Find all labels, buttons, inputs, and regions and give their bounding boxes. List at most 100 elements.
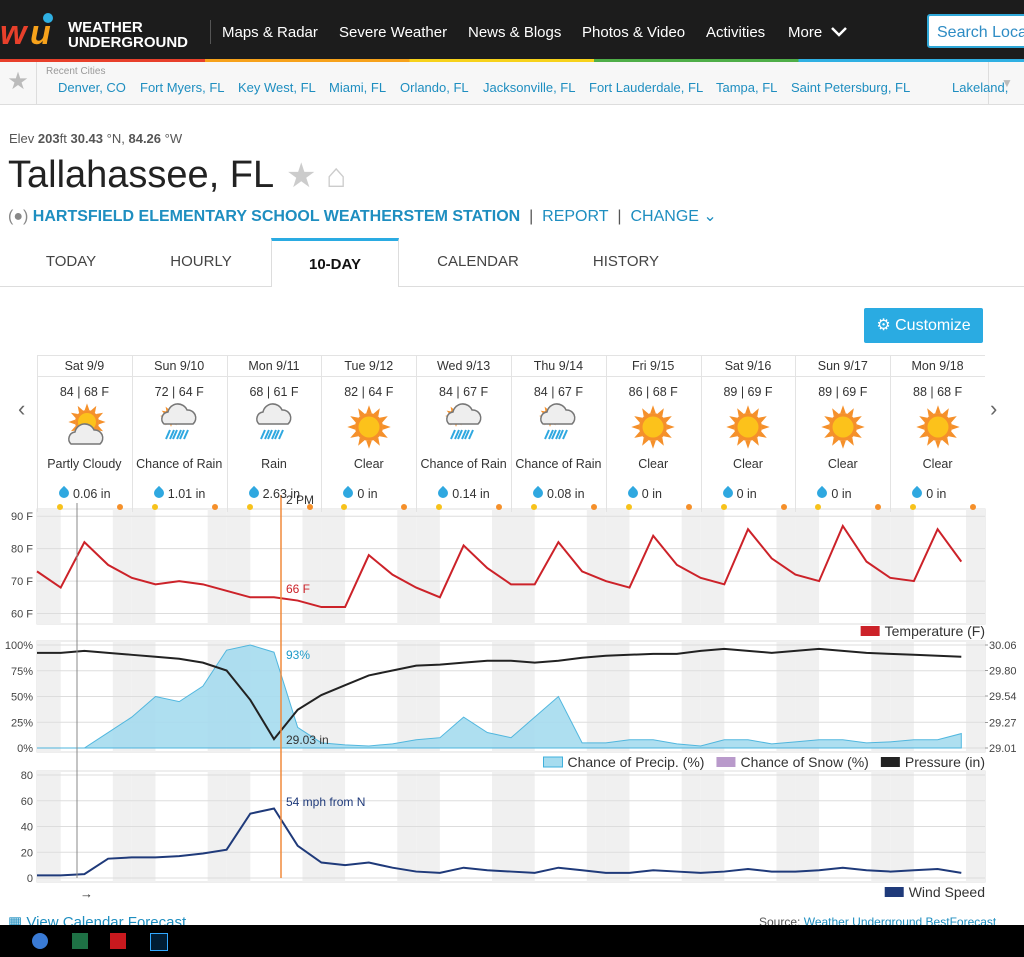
day-precip: 1.01 in <box>167 487 206 501</box>
recent-city[interactable]: Jacksonville, FL <box>483 80 576 95</box>
next-arrow[interactable]: › <box>990 396 998 421</box>
day-precip: 0.08 in <box>547 487 585 501</box>
station[interactable]: HARTSFIELD ELEMENTARY SCHOOL WEATHERSTEM… <box>32 208 521 225</box>
day-condition: Clear <box>922 457 953 471</box>
night-band <box>207 509 227 624</box>
t: °W <box>164 131 183 146</box>
day-condition: Chance of Rain <box>515 457 602 471</box>
day-precip: 0 in <box>736 487 757 501</box>
recent-city[interactable]: Lakeland, <box>952 80 1009 95</box>
customize-button[interactable]: ⚙ Customize <box>864 308 983 343</box>
night-band <box>37 509 61 624</box>
day-condition: Clear <box>353 457 384 471</box>
fav-icons[interactable]: ★ ⌂ <box>286 157 347 195</box>
svg-text:u: u <box>30 14 51 52</box>
tab[interactable]: HOURLY <box>170 253 232 270</box>
legend-label: Chance of Precip. (%) <box>568 754 705 770</box>
prev-arrow[interactable]: ‹ <box>18 396 26 421</box>
sun-dot <box>246 504 253 510</box>
weather-icon <box>915 405 960 449</box>
day-header: Sat 9/16 <box>700 355 796 377</box>
recent-city[interactable]: Key West, FL <box>238 80 316 95</box>
day-temps: 86 | 68 F <box>628 385 678 399</box>
nav-link[interactable]: More <box>788 24 823 41</box>
taskbar <box>0 925 1024 957</box>
weather-icon <box>347 405 391 449</box>
day-precip: 0.06 in <box>73 487 111 501</box>
day-header: Fri 9/15 <box>605 355 701 377</box>
nav-link[interactable]: News & Blogs <box>468 24 562 41</box>
day-temps: 68 | 61 F <box>249 385 299 399</box>
search-box[interactable]: Search Loca <box>927 14 1024 48</box>
t: Customize <box>895 317 971 334</box>
legend-label: Chance of Snow (%) <box>740 754 868 770</box>
day-condition: Chance of Rain <box>136 457 223 471</box>
nav-link[interactable]: Maps & Radar <box>222 24 318 41</box>
day-precip: 0.14 in <box>452 487 490 501</box>
recent-bar: ★ Recent Cities ▼ <box>0 62 1024 105</box>
t: 84.26 <box>128 131 162 146</box>
night-band <box>416 509 440 624</box>
recent-label: Recent Cities <box>46 66 106 77</box>
nav-link[interactable]: Activities <box>706 24 766 41</box>
recent-city[interactable]: Fort Myers, FL <box>140 80 225 95</box>
logo-icon: w u <box>0 13 53 52</box>
sun-dot <box>531 504 537 510</box>
recent-city[interactable]: Fort Lauderdale, FL <box>589 80 704 95</box>
recent-city[interactable]: Tampa, FL <box>716 80 778 95</box>
tab[interactable]: CALENDAR <box>437 253 519 270</box>
sun-dot <box>151 504 158 510</box>
y-tick-label: 60 <box>21 796 33 808</box>
day-column <box>321 355 417 512</box>
annotation: 93% <box>286 648 310 662</box>
nav-link[interactable]: Photos & Video <box>582 24 686 41</box>
tab[interactable]: TODAY <box>45 253 97 270</box>
sun-dot <box>496 504 503 510</box>
t: °N, <box>106 131 125 146</box>
tab[interactable]: HISTORY <box>592 253 660 270</box>
sun-dot <box>815 504 822 510</box>
night-band <box>302 509 322 624</box>
series-line <box>37 807 962 877</box>
weather-icon <box>160 403 197 440</box>
y-tick-label: 90 F <box>11 511 33 523</box>
recent-city[interactable]: Miami, FL <box>329 80 387 95</box>
day-precip: 2.63 in <box>262 487 301 501</box>
sun-dot <box>591 504 597 510</box>
annotation: 66 F <box>286 582 310 596</box>
y-tick-label: 80 <box>21 770 33 782</box>
recent-city[interactable]: Orlando, FL <box>400 80 469 95</box>
y-tick-label: 25% <box>11 717 33 729</box>
night-band <box>112 509 132 624</box>
day-condition: Partly Cloudy <box>47 457 122 471</box>
report-link[interactable]: REPORT <box>542 208 609 225</box>
annotation: 54 mph from N <box>286 795 365 809</box>
recent-city[interactable]: Denver, CO <box>58 80 126 95</box>
day-condition: Clear <box>733 457 763 471</box>
svg-text:w: w <box>0 14 29 52</box>
sun-dot <box>117 504 123 510</box>
change-link[interactable]: CHANGE <box>630 208 699 225</box>
recent-city[interactable]: Saint Petersburg, FL <box>791 80 911 95</box>
sun-dot <box>685 504 692 510</box>
t: 30.43 <box>70 131 104 146</box>
legend-swatch <box>884 887 904 897</box>
day-temps: 89 | 69 F <box>818 385 868 399</box>
weather-icon <box>444 403 482 440</box>
sun-dot <box>970 504 977 510</box>
day-column <box>131 355 227 512</box>
night-band <box>511 509 535 624</box>
tab[interactable]: 10-DAY <box>271 238 399 287</box>
nav-link[interactable]: Severe Weather <box>339 24 448 41</box>
y-tick-label: 20 <box>21 847 33 859</box>
now-arrow: → <box>80 886 93 901</box>
night-band <box>795 509 820 624</box>
legend-label: Wind Speed <box>909 884 985 900</box>
day-precip: 0 in <box>831 487 852 501</box>
day-header: Sun 9/17 <box>795 355 891 377</box>
weather-icon <box>726 405 770 449</box>
sun-dot <box>57 504 63 510</box>
sun-dot <box>341 504 348 510</box>
sun-dot <box>306 504 313 510</box>
